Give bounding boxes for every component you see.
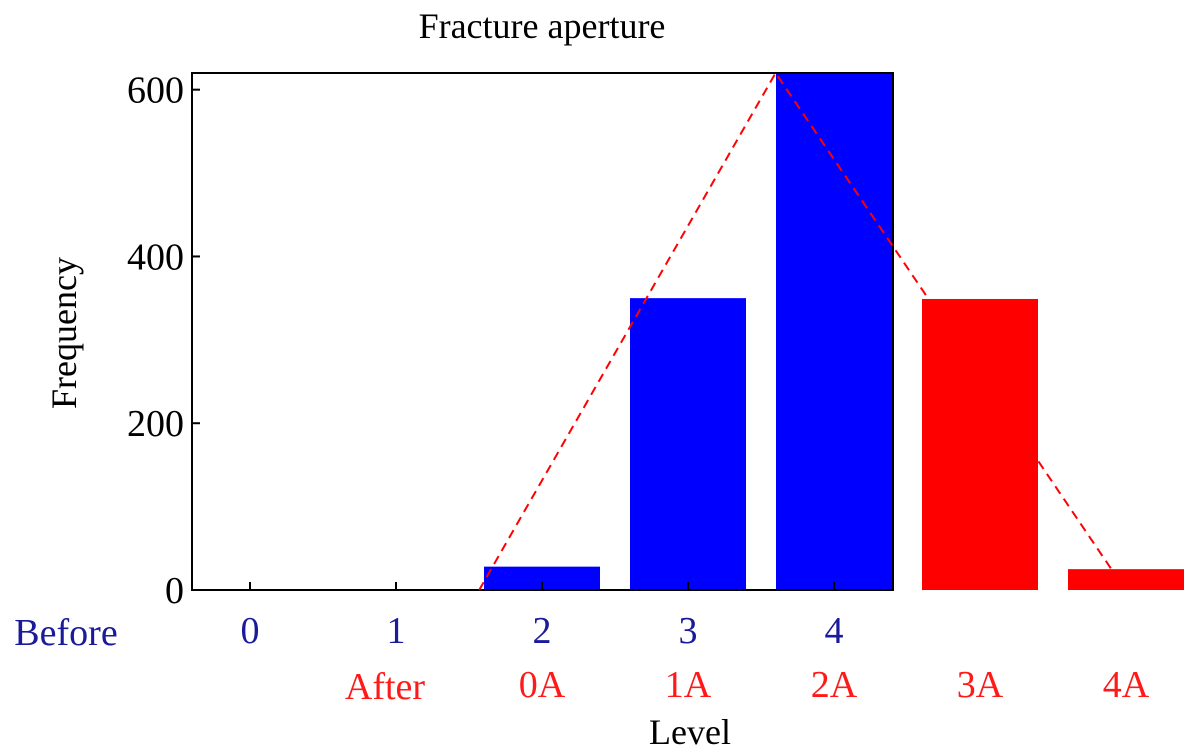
y-tick-label: 400: [127, 236, 184, 278]
after-bar-6: [1068, 569, 1184, 590]
axes: [191, 72, 894, 591]
y-tick-label: 200: [127, 403, 184, 445]
after-tick-label-3A: 3A: [957, 664, 1004, 706]
x-axis-label: Level: [649, 712, 731, 752]
after-tick-labels: 0A 1A 2A 3A 4A: [519, 664, 1150, 706]
before-row-label: Before: [14, 612, 117, 654]
before-tick-label-0: 0: [241, 610, 260, 652]
after-row-label: After: [345, 666, 426, 708]
y-axis-label: Frequency: [44, 257, 84, 409]
after-bar-5: [922, 298, 1038, 590]
chart-title: Fracture aperture: [419, 6, 666, 46]
before-tick-label-4: 4: [825, 610, 844, 652]
trend-dashed-line: [478, 71, 1113, 591]
before-bar-3: [630, 298, 746, 590]
y-tick-label: 0: [165, 570, 184, 612]
y-tick-labels: 0 200 400 600: [127, 70, 184, 612]
y-tick-label: 600: [127, 70, 184, 112]
after-tick-label-0A: 0A: [519, 664, 566, 706]
after-tick-label-2A: 2A: [811, 664, 858, 706]
trend-line: [478, 71, 1113, 591]
before-tick-label-2: 2: [533, 610, 552, 652]
bars: [484, 73, 1184, 590]
after-tick-label-1A: 1A: [665, 664, 712, 706]
after-tick-label-4A: 4A: [1103, 664, 1150, 706]
before-tick-label-3: 3: [679, 610, 698, 652]
before-bar-4: [776, 73, 892, 590]
before-tick-labels: 0 1 2 3 4: [241, 610, 844, 652]
before-tick-label-1: 1: [387, 610, 406, 652]
before-bar-2: [484, 566, 600, 590]
